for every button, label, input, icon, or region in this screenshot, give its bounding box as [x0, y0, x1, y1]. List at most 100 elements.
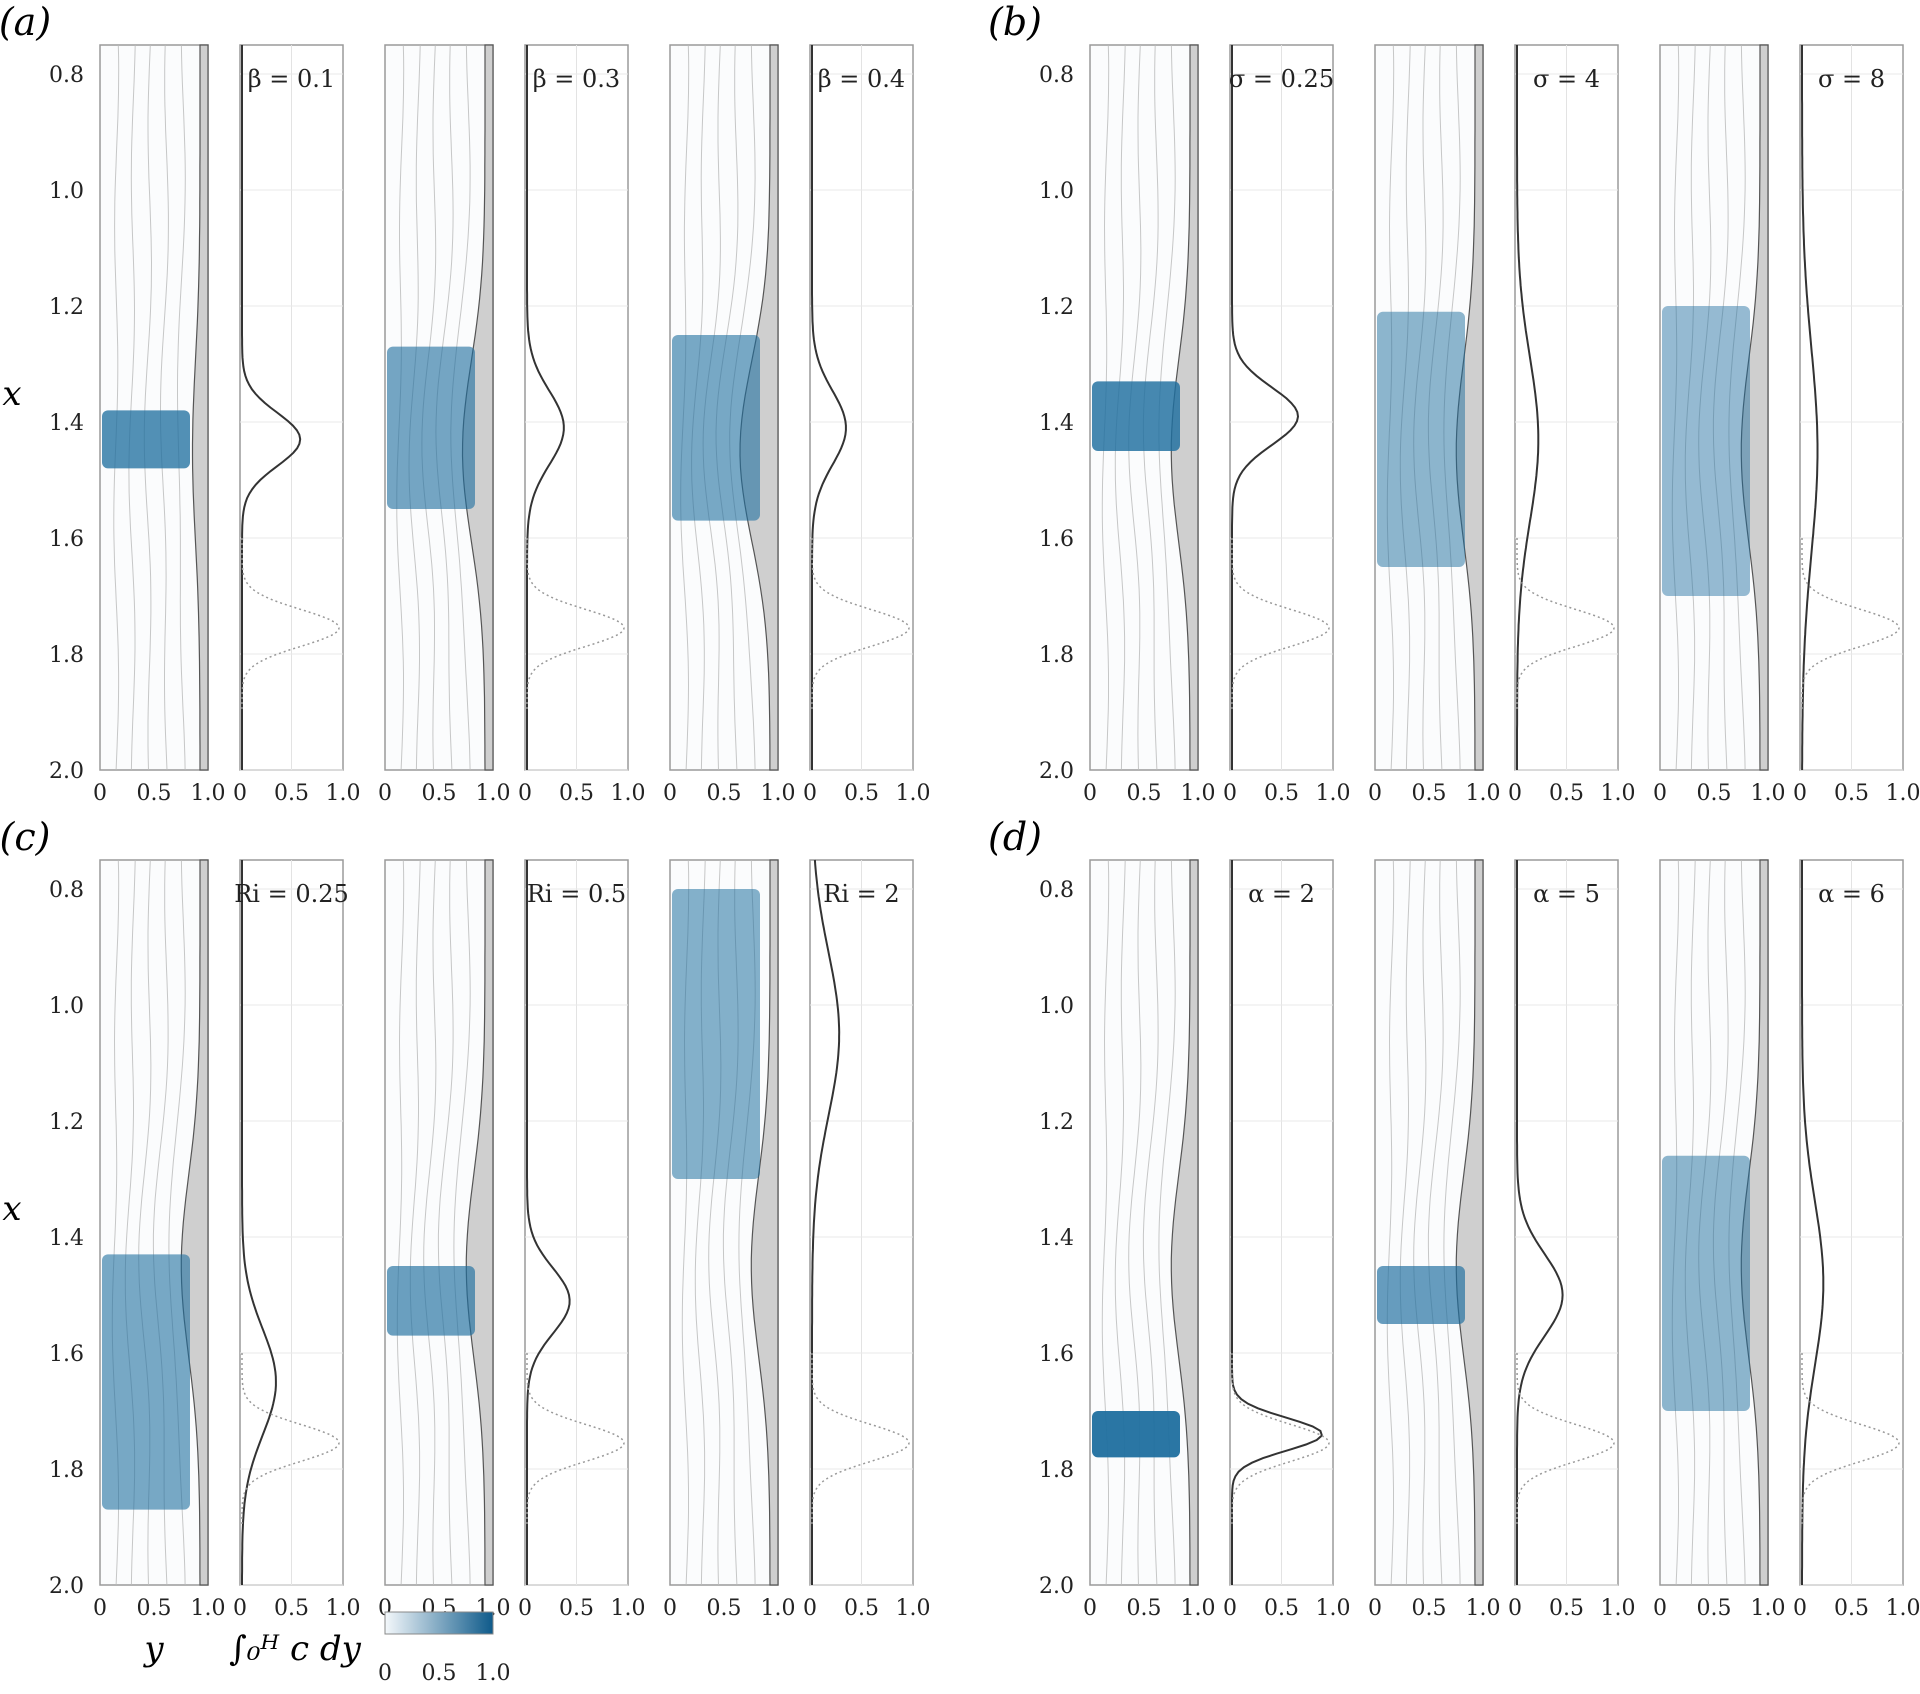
y-tick-label: 1.6 [49, 527, 84, 552]
profile-x-tick: 0 [803, 1596, 817, 1621]
streamline [1399, 859, 1411, 1586]
contour-x-tick: 0.5 [707, 1596, 742, 1621]
reference-profile-line [1516, 1353, 1615, 1527]
panel-4: (d) 0.8 1.0 1.2 1.4 1.6 1.8 2.0 0 0.5 1.0 α = 2 0 0.5… [988, 815, 1920, 1621]
panel-label: (d) [988, 815, 1042, 859]
contour-x-tick: 0 [93, 781, 107, 806]
integral-profile-line [526, 45, 565, 770]
streamline [1386, 859, 1395, 1586]
contour-x-tick: 1.0 [1751, 1596, 1786, 1621]
profile-x-tick: 0 [233, 1596, 247, 1621]
case-label: β = 0.3 [533, 65, 620, 93]
streamline [1142, 859, 1159, 1586]
profile-x-tick: 1.0 [326, 1596, 361, 1621]
profile-x-tick: 0 [1508, 1596, 1522, 1621]
profile-x-tick: 0 [1508, 781, 1522, 806]
contour-plot: 0 0.5 1.0 [378, 44, 511, 806]
profile-plot: α = 6 0 0.5 1.0 [1793, 859, 1920, 1621]
profile-x-tick: 1.0 [1316, 781, 1351, 806]
contour-x-tick: 0 [1368, 1596, 1382, 1621]
y-tick-label: 1.4 [1039, 411, 1074, 436]
profile-x-tick: 0 [1223, 1596, 1237, 1621]
y-tick-label: 1.8 [1039, 643, 1074, 668]
profile-x-tick: 1.0 [1316, 1596, 1351, 1621]
profile-x-tick: 1.0 [611, 1596, 646, 1621]
panel-2: (b) 0.8 1.0 1.2 1.4 1.6 1.8 2.0 0 0.5 1.0 σ = 0.25 0… [988, 0, 1920, 806]
case-label: β = 0.1 [248, 65, 335, 93]
integral-profile-line [1801, 45, 1819, 770]
streamline [1413, 859, 1427, 1586]
y-tick-label: 1.0 [1039, 994, 1074, 1019]
profile-x-tick: 1.0 [896, 1596, 931, 1621]
profile-x-tick: 1.0 [896, 781, 931, 806]
profile-x-tick: 0.5 [1549, 781, 1584, 806]
contour-x-tick: 0.5 [1412, 1596, 1447, 1621]
profile-plot: Ri = 2 0 0.5 1.0 [803, 859, 931, 1621]
y-tick-label: 1.2 [1039, 295, 1074, 320]
contour-plot: 0 0.5 1.0 [1653, 859, 1786, 1621]
integral-profile-line [526, 860, 571, 1585]
panel-label: (c) [0, 815, 50, 859]
contour-x-tick: 1.0 [1466, 1596, 1501, 1621]
contour-x-tick: 0.5 [422, 781, 457, 806]
concentration-band [672, 889, 760, 1179]
concentration-band [1092, 1411, 1180, 1458]
reference-profile-line [1801, 1353, 1900, 1527]
channel-wall [465, 859, 494, 1586]
channel-wall [1740, 44, 1769, 771]
y-tick-label: 1.2 [49, 295, 84, 320]
colorbar-tick: 0 [378, 1661, 392, 1686]
case-label: σ = 4 [1533, 65, 1600, 93]
contour-plot: 0 0.5 1.0 [663, 859, 796, 1621]
colorbar-tick: 1.0 [476, 1661, 511, 1686]
profile-plot: σ = 0.25 0 0.5 1.0 [1223, 44, 1351, 806]
panel-label: (b) [988, 0, 1042, 44]
profile-x-tick: 0.5 [274, 781, 309, 806]
integral-profile-line [1516, 860, 1564, 1585]
profile-x-tick: 0 [803, 781, 817, 806]
profile-x-tick: 1.0 [1601, 1596, 1636, 1621]
profile-x-tick: 0.5 [1264, 781, 1299, 806]
case-label: α = 6 [1818, 880, 1885, 908]
profile-plot: σ = 8 0 0.5 1.0 [1793, 44, 1920, 806]
y-tick-label: 1.6 [1039, 1342, 1074, 1367]
contour-x-tick: 0 [1083, 1596, 1097, 1621]
integral-profile-line [811, 859, 841, 1585]
contour-x-tick: 0.5 [1697, 781, 1732, 806]
contour-x-tick: 0.5 [707, 781, 742, 806]
contour-plot: 0 0.5 1.0 [93, 859, 226, 1621]
panel-1: (a) 0.8 1.0 1.2 1.4 1.6 1.8 2.0 x 0 0.5 1.0 β = 0.1 0… [0, 0, 931, 806]
y-tick-label: 0.8 [49, 878, 84, 903]
reference-profile-line [526, 538, 625, 712]
y-tick-label: 2.0 [1039, 1574, 1074, 1599]
streamline [1712, 44, 1729, 771]
contour-x-tick: 0.5 [137, 781, 172, 806]
y-tick-label: 1.4 [1039, 1226, 1074, 1251]
streamline [1427, 859, 1444, 1586]
streamline [1128, 859, 1142, 1586]
profile-plot: α = 5 0 0.5 1.0 [1508, 859, 1636, 1621]
bottom-labels: y ∫₀ᴴ c dy 0 0.5 1.0 [142, 1611, 511, 1686]
streamline [113, 44, 120, 771]
y-tick-label: 1.8 [49, 643, 84, 668]
profile-plot: Ri = 0.25 0 0.5 1.0 [233, 859, 361, 1621]
contour-x-tick: 0 [1368, 781, 1382, 806]
integral-profile-line [1516, 45, 1540, 770]
y-tick-label: 1.6 [49, 1342, 84, 1367]
case-label: β = 0.4 [818, 65, 905, 93]
contour-plot: 0 0.5 1.0 [378, 859, 511, 1621]
profile-x-tick: 1.0 [1601, 781, 1636, 806]
concentration-band [102, 1254, 190, 1510]
contour-x-tick: 1.0 [761, 781, 796, 806]
y-tick-label: 2.0 [49, 759, 84, 784]
integral-label: ∫₀ᴴ c dy [229, 1629, 361, 1669]
profile-plot: α = 2 0 0.5 1.0 [1223, 859, 1351, 1621]
concentration-band [1377, 1266, 1465, 1324]
contour-plot: 0 0.5 1.0 [1653, 44, 1786, 806]
streamline [1671, 44, 1680, 771]
streamline [1443, 859, 1461, 1586]
y-tick-label: 1.4 [49, 1226, 84, 1251]
channel-wall [180, 859, 209, 1586]
contour-x-tick: 1.0 [191, 1596, 226, 1621]
profile-x-tick: 0.5 [559, 1596, 594, 1621]
